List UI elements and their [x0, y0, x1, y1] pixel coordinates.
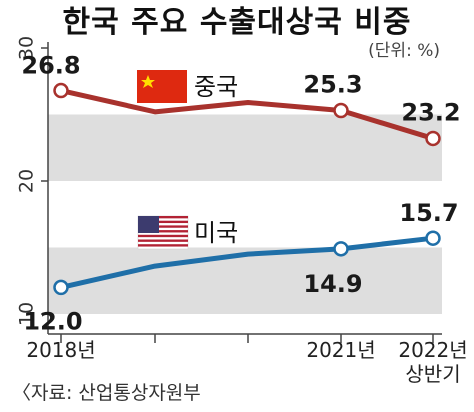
data-point-0-3: [333, 102, 349, 119]
data-label-1-3: 14.9: [303, 270, 362, 298]
series-label-usa: 미국: [194, 219, 238, 247]
x-tick-label-4-0: 2022년: [398, 338, 467, 362]
chart-title: 한국 주요 수출대상국 비중: [62, 5, 412, 40]
x-tick-label-3-0: 2021년: [306, 338, 375, 362]
data-label-1-4: 15.7: [399, 199, 458, 227]
usa-flag-canton: [138, 216, 159, 233]
usa-flag-stripe-3: [138, 230, 188, 233]
usa-flag-stripe-1: [138, 220, 188, 224]
data-label-0-0: 26.8: [21, 52, 80, 80]
y-tick-label-1: 20: [16, 169, 38, 193]
usa-flag-stripe-6: [138, 244, 188, 247]
usa-flag-stripe-5: [138, 239, 188, 242]
usa-flag-stripe-4: [138, 234, 188, 238]
series-line-0: [58, 88, 436, 141]
series-label-china: 중국: [194, 73, 238, 101]
data-point-1-3: [333, 241, 349, 257]
data-point-1-0: [53, 279, 69, 296]
usa-flag-stripe-2: [138, 225, 188, 228]
data-point-0-4: [425, 130, 441, 147]
shaded-band-0: [48, 247, 442, 314]
source-note: 〈자료: 산업통상자원부: [12, 382, 201, 404]
unit-label: (단위: %): [368, 41, 440, 61]
data-label-0-4: 23.2: [401, 98, 460, 126]
y-tick-label-0: 10: [16, 302, 38, 326]
data-label-1-0: 12.0: [23, 307, 82, 335]
x-tick-label-0-0: 2018년: [26, 338, 95, 362]
data-label-0-3: 25.3: [303, 71, 362, 99]
shaded-band-1: [48, 114, 442, 181]
china-flag-star: [141, 75, 155, 88]
data-point-1-4: [425, 230, 441, 246]
data-point-0-0: [53, 82, 69, 99]
x-tick-label-4-1: 상반기: [405, 362, 460, 386]
series-line-1: [58, 235, 436, 290]
y-tick-label-2: 30: [16, 36, 38, 60]
usa-flag-stripe-0: [138, 216, 188, 219]
